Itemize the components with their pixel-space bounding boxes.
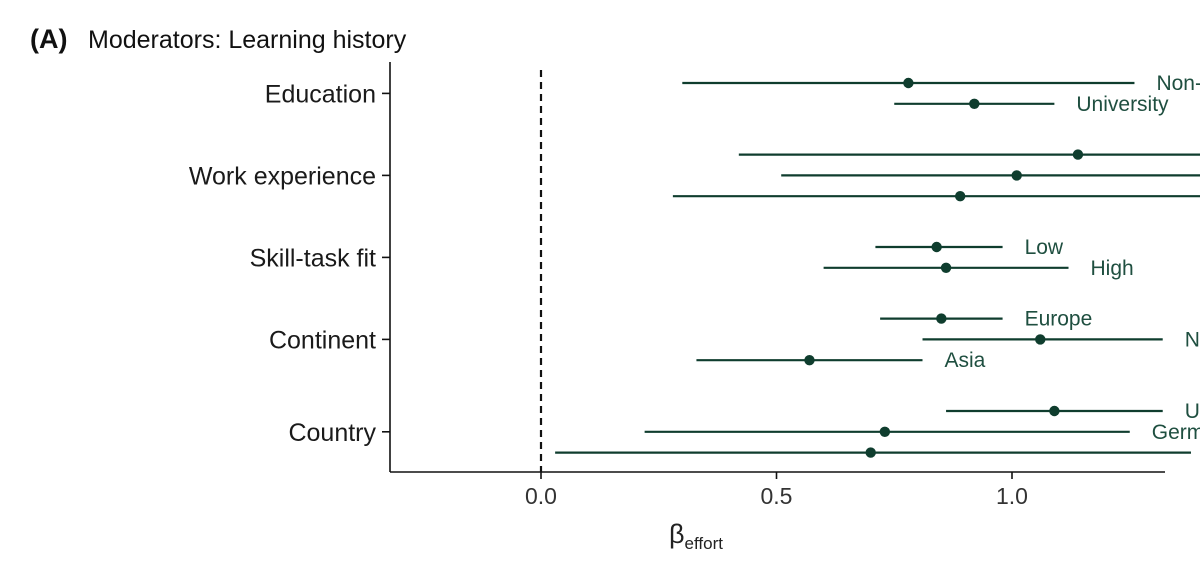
point-estimate: [940, 262, 952, 273]
x-axis-title: βeffort: [669, 519, 723, 553]
point-label: Europe: [1025, 308, 1093, 331]
group-label: Education: [265, 80, 376, 108]
point-estimate: [865, 447, 876, 458]
point-estimate: [903, 77, 914, 89]
x-axis-title-sub: effort: [685, 534, 724, 553]
point-label: Low: [1025, 236, 1064, 259]
point-estimate: [931, 241, 942, 253]
panel-title: Moderators: Learning history: [88, 26, 407, 54]
point-label: Asia: [945, 349, 986, 372]
point-estimate: [1049, 405, 1060, 417]
point-estimate: [1072, 149, 1084, 160]
point-label: North America: [1185, 328, 1200, 351]
group-label: Skill-task fit: [250, 244, 376, 272]
point-label: Germany: [1152, 421, 1200, 444]
point-estimate: [879, 426, 891, 437]
point-estimate: [1011, 170, 1022, 181]
group-label: Work experience: [189, 162, 376, 190]
point-estimate: [969, 98, 980, 110]
x-axis-title-main: β: [669, 519, 685, 549]
point-label: USA: [1185, 400, 1200, 423]
point-label: Non-university: [1156, 72, 1200, 95]
x-tick-label: 1.0: [996, 483, 1028, 509]
point-label: University: [1076, 93, 1169, 116]
plot-area: 0.00.51.01.52.0Non-universityUniversityE…: [189, 62, 1200, 509]
x-tick-label: 0.0: [525, 483, 557, 509]
point-estimate: [1035, 334, 1046, 345]
x-tick-label: 0.5: [761, 483, 793, 509]
point-label: High: [1091, 257, 1134, 280]
point-estimate: [954, 191, 966, 202]
point-estimate: [804, 355, 815, 366]
group-label: Continent: [269, 326, 376, 354]
panel-letter: (A): [30, 24, 67, 54]
group-label: Country: [288, 419, 376, 447]
point-estimate: [936, 313, 947, 324]
